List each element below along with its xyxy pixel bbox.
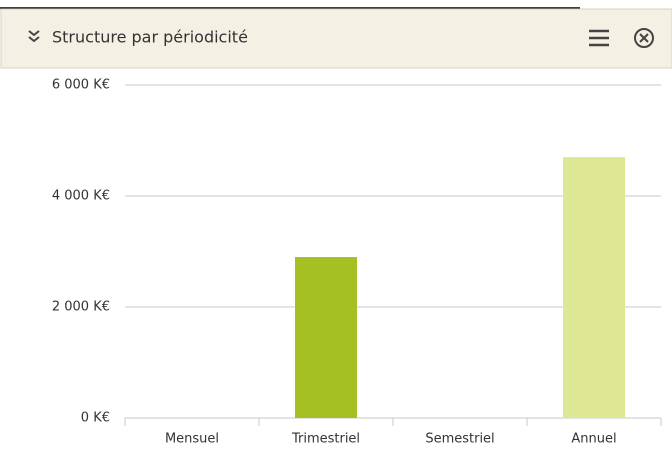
header-bar — [0, 8, 672, 69]
y-tick-label: 0 K€ — [81, 411, 110, 426]
y-tick-label: 6 000 K€ — [52, 78, 110, 93]
y-tick-label: 2 000 K€ — [52, 300, 110, 315]
close-icon[interactable] — [634, 28, 654, 48]
widget-title: Structure par périodicité — [52, 28, 248, 47]
x-tick-label: Annuel — [571, 432, 616, 447]
bar — [563, 157, 625, 418]
plot: 0 K€ 2 000 K€ 4 000 K€ 6 000 K€ Mensuel Trime… — [52, 78, 662, 447]
collapse-icon[interactable] — [28, 30, 40, 43]
bar — [295, 257, 357, 418]
x-tick-label: Semestriel — [425, 432, 494, 447]
menu-icon[interactable] — [589, 29, 609, 47]
x-tick-label: Trimestriel — [291, 432, 360, 447]
x-tick-label: Mensuel — [165, 432, 219, 447]
y-tick-label: 4 000 K€ — [52, 189, 110, 204]
